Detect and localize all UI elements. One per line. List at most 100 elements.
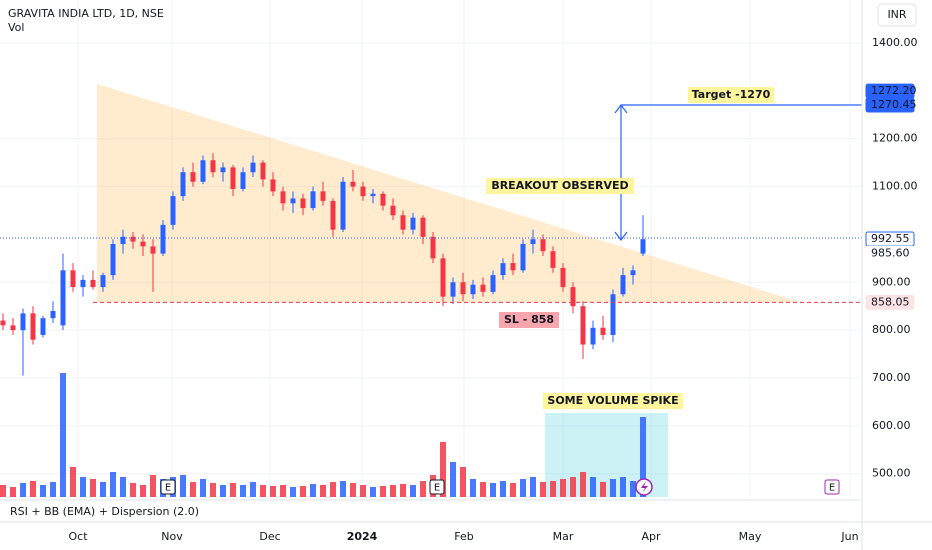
candle-body <box>180 172 186 197</box>
candle-body <box>190 172 196 182</box>
price-badge-label: 985.60 <box>871 246 910 259</box>
candle-body <box>380 193 386 206</box>
candle-body <box>270 179 276 192</box>
candle-body <box>390 205 396 216</box>
volume-bar <box>50 482 56 497</box>
volume-bar <box>480 482 486 497</box>
candle-body <box>200 160 206 182</box>
candle-body <box>610 294 616 335</box>
volume-bar <box>280 485 286 497</box>
candle-body <box>560 267 566 288</box>
x-tick-label: Apr <box>641 530 661 543</box>
volume-bar <box>460 467 466 497</box>
volume-bar <box>40 485 46 497</box>
volume-bar <box>60 373 66 497</box>
candle-body <box>330 200 336 230</box>
candle-body <box>290 198 296 204</box>
x-tick-label: Nov <box>161 530 183 543</box>
currency-label[interactable]: INR <box>887 8 906 21</box>
y-tick-label: 1200.00 <box>872 132 918 145</box>
x-tick-label: Oct <box>68 530 88 543</box>
candle-body <box>490 275 496 292</box>
candle-body <box>150 246 156 254</box>
volume-bar <box>570 477 576 497</box>
y-tick-label: 1100.00 <box>872 180 918 193</box>
candle-body <box>120 236 126 245</box>
event-marker <box>824 479 840 495</box>
x-tick-label: 2024 <box>347 530 378 543</box>
candle-body <box>140 241 146 247</box>
candle-body <box>520 244 526 271</box>
volume-bar <box>0 485 6 497</box>
candle-body <box>460 282 466 295</box>
candle-body <box>280 191 286 204</box>
candle-body <box>510 263 516 271</box>
price-badge-label: 858.05 <box>871 295 910 308</box>
candle-body <box>590 327 596 345</box>
annotation-box <box>543 393 683 409</box>
price-badge-label: 1272.20 <box>871 84 917 97</box>
volume-bar <box>550 481 556 497</box>
volume-bar <box>590 477 596 497</box>
price-badge-label: 992.55 <box>871 232 910 245</box>
volume-bar <box>630 481 636 497</box>
volume-bar <box>20 483 26 497</box>
annotation: BREAKOUT OBSERVED <box>491 179 628 192</box>
candle-body <box>70 270 76 288</box>
volume-bar <box>350 483 356 497</box>
volume-bar <box>120 477 126 497</box>
currency-button[interactable] <box>877 3 917 27</box>
candle-body <box>240 172 246 189</box>
candle-body <box>640 239 646 254</box>
chart-title: GRAVITA INDIA LTD, 1D, NSE <box>8 7 164 20</box>
volume-bar <box>340 481 346 497</box>
arrow-head <box>614 103 628 114</box>
volume-bar <box>230 483 236 497</box>
dividend-bolt <box>641 481 648 493</box>
candle-body <box>80 279 86 288</box>
volume-bar <box>110 472 116 497</box>
volume-bar <box>300 486 306 497</box>
volume-bar <box>250 482 256 497</box>
candle-body <box>60 270 66 326</box>
price-badge <box>865 97 915 113</box>
volume-bar <box>410 485 416 497</box>
y-tick-label: 700.00 <box>872 371 911 384</box>
price-badge <box>865 294 915 310</box>
candle-body <box>300 198 306 209</box>
volume-bar <box>260 485 266 497</box>
y-tick-label: 800.00 <box>872 323 911 336</box>
volume-bar <box>180 475 186 497</box>
candle-body <box>160 224 166 254</box>
indicator-label: RSI + BB (EMA) + Dispersion (2.0) <box>10 505 199 518</box>
volume-bar <box>380 486 386 497</box>
candle-body <box>420 217 426 237</box>
candle-body <box>210 160 216 173</box>
candle-body <box>110 244 116 276</box>
candle-body <box>370 193 376 197</box>
candle-body <box>530 239 536 245</box>
candle-body <box>550 251 556 268</box>
volume-bar <box>620 477 626 497</box>
y-tick-label: 500.00 <box>872 467 911 480</box>
annotation: SOME VOLUME SPIKE <box>547 394 678 407</box>
candle-body <box>320 191 326 201</box>
volume-bar <box>270 486 276 497</box>
triangle-pattern <box>97 84 800 302</box>
volume-bar <box>520 479 526 497</box>
candle-body <box>50 311 56 319</box>
candle-body <box>130 236 136 242</box>
volume-bar <box>70 467 76 497</box>
event-marker <box>429 479 445 495</box>
volume-bar <box>360 485 366 497</box>
volume-bar <box>600 482 606 497</box>
candle-body <box>310 191 316 209</box>
candle-body <box>630 270 636 276</box>
candle-body <box>170 196 176 225</box>
volume-bar <box>370 487 376 497</box>
volume-bar <box>510 483 516 497</box>
volume-bar <box>440 442 446 497</box>
candle-body <box>450 282 456 297</box>
candle-body <box>40 318 46 335</box>
volume-bar <box>140 485 146 497</box>
